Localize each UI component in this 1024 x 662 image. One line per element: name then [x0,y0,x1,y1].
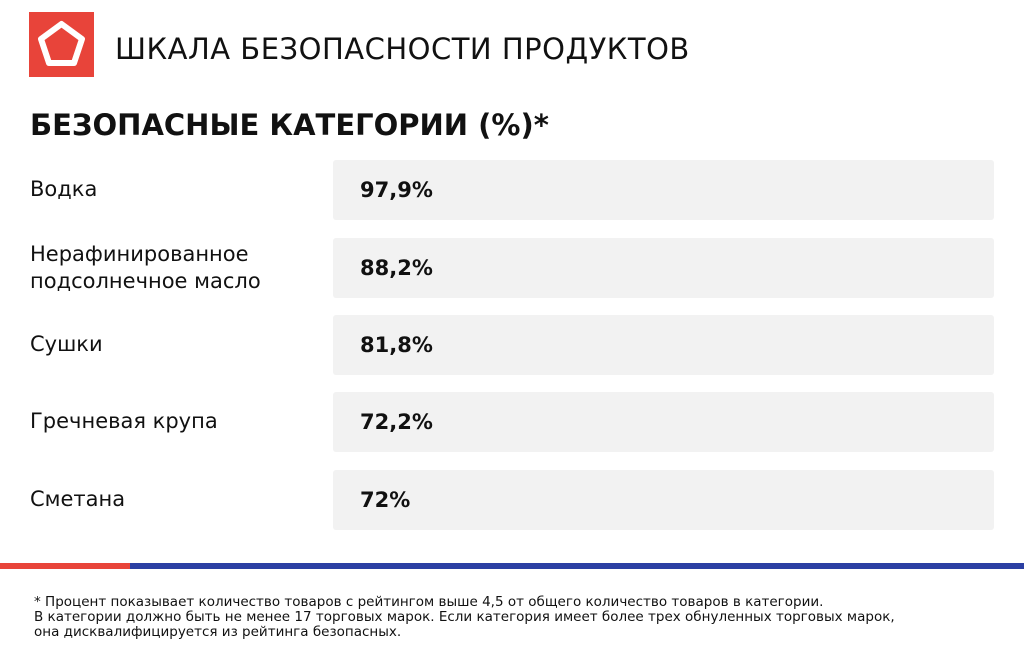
value-cell: 97,9% [333,160,994,220]
footnote-line: В категории должно быть не менее 17 торг… [34,609,895,625]
footnote-line: * Процент показывает количество товаров … [34,594,824,610]
table-row: Сушки 81,8% [0,315,1024,375]
table-row: Нерафинированное подсолнечное масло 88,2% [0,238,1024,298]
row-value: 88,2% [360,256,433,280]
table-row: Гречневая крупа 72,2% [0,392,1024,452]
row-label: Сушки [30,332,103,357]
row-value: 72,2% [360,410,433,434]
value-cell: 72,2% [333,392,994,452]
row-label: Гречневая крупа [30,409,218,434]
row-value: 81,8% [360,333,433,357]
logo [29,12,94,77]
row-value: 72% [360,488,411,512]
table-row: Водка 97,9% [0,160,1024,220]
stripe [130,563,1024,569]
row-label: Нерафинированное подсолнечное масло [30,241,261,293]
footnote-line: она дисквалифицируется из рейтинга безоп… [34,624,402,640]
logo-icon [38,21,85,66]
row-label: Сметана [30,487,126,512]
row-value: 97,9% [360,178,433,202]
stripe [0,563,130,569]
subtitle: БЕЗОПАСНЫЕ КАТЕГОРИИ (%)* [30,108,549,142]
table-row: Сметана 72% [0,470,1024,530]
value-cell: 72% [333,470,994,530]
row-label: Водка [30,177,98,202]
value-cell: 88,2% [333,238,994,298]
footnote: * Процент показывает количество товаров … [34,595,895,640]
value-cell: 81,8% [333,315,994,375]
title: ШКАЛА БЕЗОПАСНОСТИ ПРОДУКТОВ [115,32,690,66]
